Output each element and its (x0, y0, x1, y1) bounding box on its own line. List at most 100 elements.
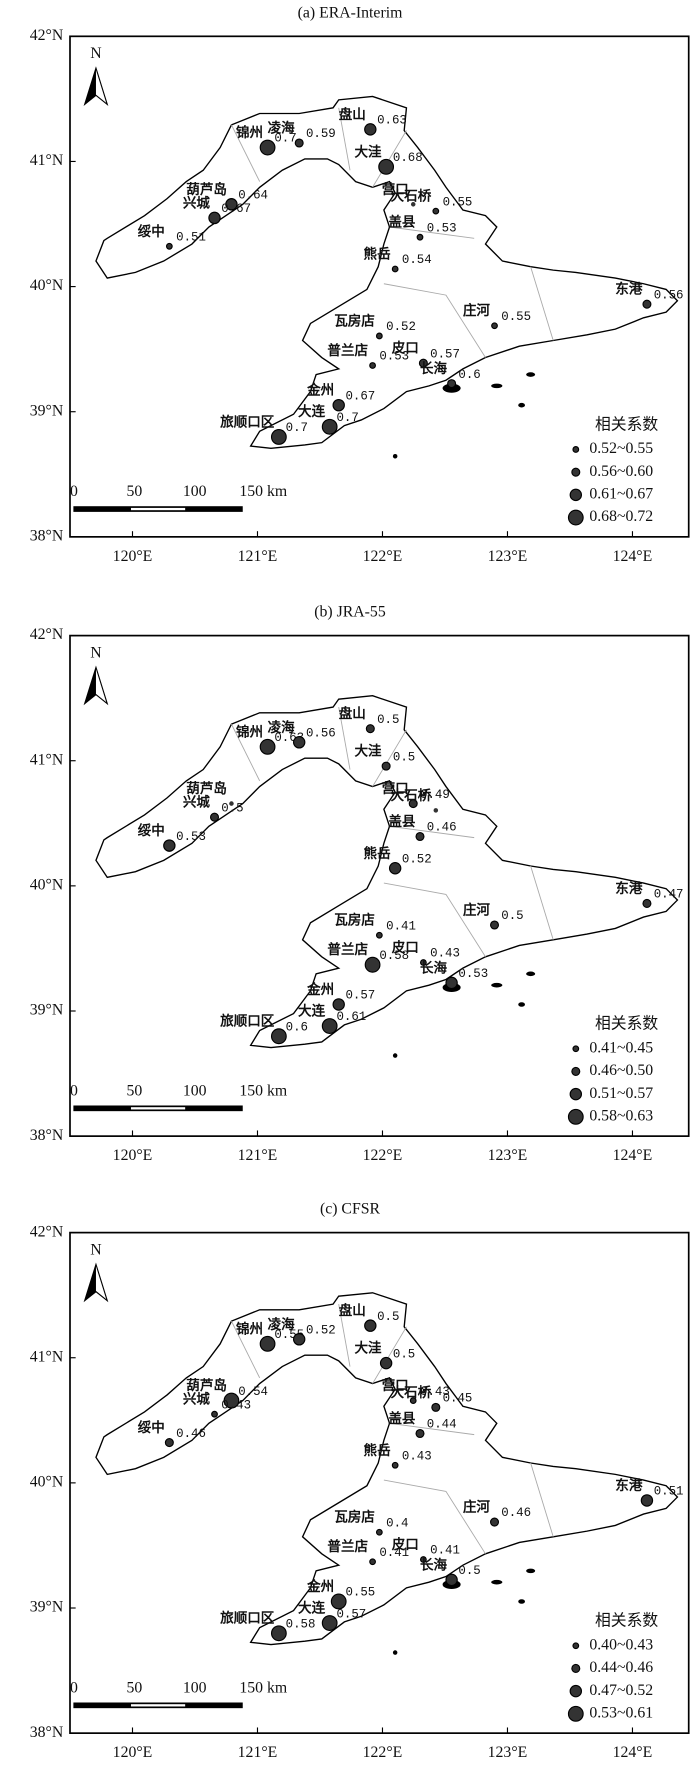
x-tick-label: 123°E (488, 548, 528, 565)
legend-label: 0.58~0.63 (589, 1107, 653, 1124)
station-name: 凌海 (268, 1316, 296, 1332)
y-tick-label: 41°N (30, 1348, 64, 1365)
station-name: 长海 (420, 959, 448, 975)
station-value: 0.55 (501, 310, 531, 324)
station-marker (490, 920, 500, 930)
station-name: 旅顺口区 (220, 1610, 275, 1626)
map-panel: (c) CFSR 120°E 121°E 122°E 123°E 124°E 38°N 39°… (30, 1201, 690, 1761)
station-name: 盘山 (339, 1302, 366, 1318)
station-marker (378, 158, 395, 175)
station-name: 盖县 (388, 214, 416, 230)
scale-bar-white (130, 1704, 186, 1707)
scale-label: 100 (183, 1679, 207, 1696)
station-marker (416, 233, 424, 241)
legend-label: 0.61~0.67 (589, 485, 653, 502)
station-value: 0.5 (501, 909, 523, 923)
station-value: 0.56 (654, 288, 684, 302)
station-marker (330, 1593, 347, 1610)
station-value: 0.67 (345, 389, 375, 403)
legend-marker (567, 1705, 584, 1722)
station-name: 大石桥 (391, 787, 432, 803)
station-value: 0.68 (393, 151, 423, 165)
north-label: N (90, 45, 102, 62)
land (95, 1292, 679, 1646)
station-marker (369, 362, 376, 369)
station-marker (375, 332, 383, 340)
station-value: 0.43 (402, 1449, 432, 1463)
legend-marker (571, 1066, 581, 1076)
station-value: 0.52 (306, 1323, 336, 1337)
station-name: 葫芦岛 (186, 1377, 227, 1393)
station-value: 0.47 (654, 888, 684, 902)
legend-label: 0.40~0.43 (589, 1636, 653, 1653)
station-marker (409, 1397, 417, 1404)
station-name: 绥中 (138, 1419, 165, 1435)
station-marker (381, 761, 391, 771)
station-marker (292, 736, 306, 749)
station-name: 大洼 (355, 743, 383, 759)
station-marker (375, 931, 383, 939)
station-name: 长海 (420, 1556, 448, 1572)
station-name: 葫芦岛 (186, 780, 227, 796)
station-name: 金州 (306, 981, 334, 997)
station-marker (432, 207, 440, 215)
scale-label: 0 (70, 1679, 78, 1696)
x-tick-label: 120°E (113, 1744, 153, 1761)
station-value: 0.7 (286, 421, 308, 435)
scale-label: 0 (70, 1082, 78, 1099)
x-tick-label: 120°E (113, 1147, 153, 1164)
station-marker (375, 1528, 383, 1536)
station-name: 东港 (615, 880, 643, 896)
station-name: 锦州 (236, 124, 263, 140)
station-marker (415, 1428, 425, 1439)
legend-marker (567, 1108, 584, 1125)
station-name: 庄河 (463, 901, 491, 917)
station-marker (640, 1494, 654, 1507)
station-marker (223, 1392, 240, 1409)
land (95, 695, 679, 1049)
station-value: 0.41 (430, 1544, 460, 1558)
station-value: 0.56 (306, 726, 336, 740)
station-name: 熊岳 (364, 845, 392, 861)
x-tick-label: 124°E (613, 548, 653, 565)
station-marker (379, 1356, 393, 1370)
island (518, 1599, 525, 1604)
station-name: 营口 (382, 1377, 409, 1393)
scale-label: 150 km (239, 1679, 287, 1696)
station-name: 锦州 (236, 723, 263, 739)
legend-marker (571, 1663, 581, 1673)
station-name: 大连 (298, 1600, 326, 1616)
x-tick-label: 122°E (363, 548, 403, 565)
boundary (372, 1326, 407, 1384)
land (95, 95, 679, 450)
boundary (383, 1479, 486, 1555)
station-name: 普兰店 (327, 342, 368, 358)
station-dot (229, 801, 234, 806)
station-name: 凌海 (268, 119, 296, 135)
station-value: 0.41 (386, 919, 416, 933)
station-marker (445, 1573, 458, 1587)
station-name: 瓦房店 (334, 312, 375, 328)
station-value: 0.61 (336, 1010, 366, 1024)
station-marker (163, 839, 176, 852)
scale-bar-white (130, 507, 186, 511)
station-value: 0.67 (221, 202, 251, 216)
panel-title: (c) CFSR (320, 1201, 381, 1218)
station-dot (410, 202, 416, 207)
station-name: 普兰店 (327, 941, 368, 957)
y-tick-label: 40°N (30, 876, 64, 893)
station-value: 0.5 (221, 801, 243, 815)
boundary (530, 865, 554, 940)
station-value: 0.5 (393, 1347, 415, 1361)
scale-label: 50 (126, 1679, 142, 1696)
boundary (389, 1422, 475, 1436)
station-value: 0.6 (286, 1020, 308, 1034)
station-value: 0.51 (654, 1485, 684, 1499)
island (392, 1650, 398, 1655)
station-marker (270, 429, 287, 445)
north-arrow-half (84, 68, 96, 105)
station-name: 普兰店 (327, 1538, 368, 1554)
station-value: 0.43 (420, 1385, 450, 1399)
boundary (231, 723, 261, 782)
